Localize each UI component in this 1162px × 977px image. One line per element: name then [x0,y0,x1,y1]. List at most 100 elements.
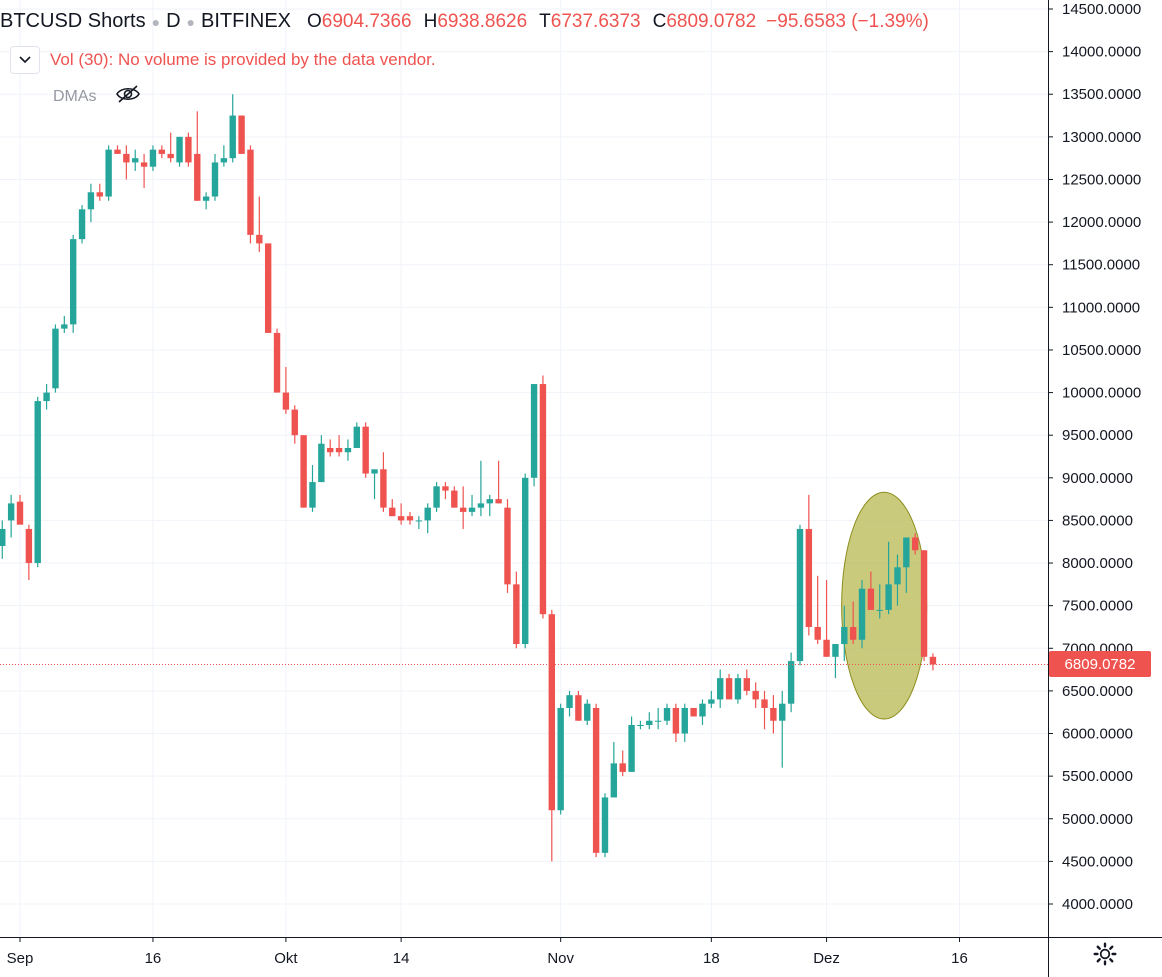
candle-body [220,158,228,163]
candle [832,644,839,679]
candle [903,537,910,593]
candle-body [920,550,928,657]
candle [220,145,228,167]
interval[interactable]: D [166,10,181,32]
candle [610,742,618,798]
candle-body [52,328,59,389]
candle-body [566,695,573,708]
y-tick-label: 6500.0000 [1062,683,1133,700]
candle-body [433,486,440,508]
candle-body [273,332,281,393]
candle [708,690,715,708]
y-tick-label: 7500.0000 [1062,598,1133,615]
y-tick-label: 10000.0000 [1062,385,1141,402]
candle [734,673,742,704]
candle [522,473,529,649]
candle-body [397,516,405,521]
x-tick-label: Nov [547,950,574,967]
candle [451,486,458,508]
candle [805,494,813,636]
y-tick-label: 13500.0000 [1062,86,1141,103]
open-value: 6904.7366 [321,10,412,32]
candle [0,520,6,559]
chevron-down-icon [19,56,31,64]
candle-body [592,707,600,853]
price-axis[interactable]: 14500.0000 14000.0000 13500.0000 13000.0000… [1048,1,1141,913]
candle-body [548,614,556,811]
time-axis[interactable]: Sep 16 Okt 14 Nov 18 Dez 16 [7,937,968,967]
candle-body [619,763,626,772]
candle [770,695,777,734]
candle-body [717,678,724,700]
candle [504,499,511,593]
candle-body [34,401,41,564]
collapse-button[interactable] [10,46,40,74]
candle [415,516,423,529]
candle-body [823,639,830,657]
candle [761,690,768,730]
candle-body [123,153,130,163]
symbol-name[interactable]: BTCUSD Shorts [0,10,146,32]
candle [592,703,600,858]
candle [114,145,121,154]
eye-off-icon[interactable] [115,84,141,109]
candle-body [637,725,644,726]
candle [256,196,263,252]
candle-body [371,469,378,474]
candle [229,94,236,163]
candle-body [282,392,290,410]
candle-body [681,707,688,734]
candle [140,153,148,188]
x-tick-label: 18 [703,950,720,967]
candle [202,192,210,210]
candle-body [858,588,866,640]
x-tick-label: 14 [393,950,410,967]
candle-body [787,661,795,704]
candle-body [415,520,423,522]
candle [211,153,219,201]
candle-body [327,447,334,453]
candle-body [87,192,95,210]
candle-body [708,699,715,704]
candle-body [194,153,201,201]
candle [105,145,112,201]
candle-body [424,507,431,521]
candle-body [699,703,706,717]
candle [912,533,919,555]
candle [690,707,697,717]
volume-legend: Vol (30): No volume is provided by the d… [10,46,436,74]
candle [238,115,245,154]
y-tick-label: 5000.0000 [1062,811,1133,828]
high-value: 6938.8626 [437,10,528,32]
candle-body [61,324,68,329]
candle-body [894,567,901,585]
candle [247,145,254,244]
candle-body [318,443,325,483]
gear-icon[interactable] [1092,941,1118,967]
candle-body [459,507,467,512]
candle [601,793,609,858]
candle-body [380,469,387,508]
y-tick-label: 4500.0000 [1062,853,1133,870]
indicator-name[interactable]: DMAs [53,87,97,105]
candle-body [539,384,547,615]
y-tick-label: 8000.0000 [1062,555,1133,572]
candle-body [69,239,77,325]
candle [779,690,786,768]
candle [725,673,733,700]
candle [43,384,50,410]
candle [380,452,387,512]
candle [397,503,405,525]
open-label: O [307,10,322,32]
candle-body [176,136,183,163]
candle [167,132,174,163]
candle-body [291,409,298,436]
candle [468,494,476,517]
candle-body [211,162,219,197]
candle-body [78,209,86,240]
candle [327,439,334,457]
candle [176,136,183,167]
candle-body [575,695,582,721]
candle-body [362,426,369,474]
